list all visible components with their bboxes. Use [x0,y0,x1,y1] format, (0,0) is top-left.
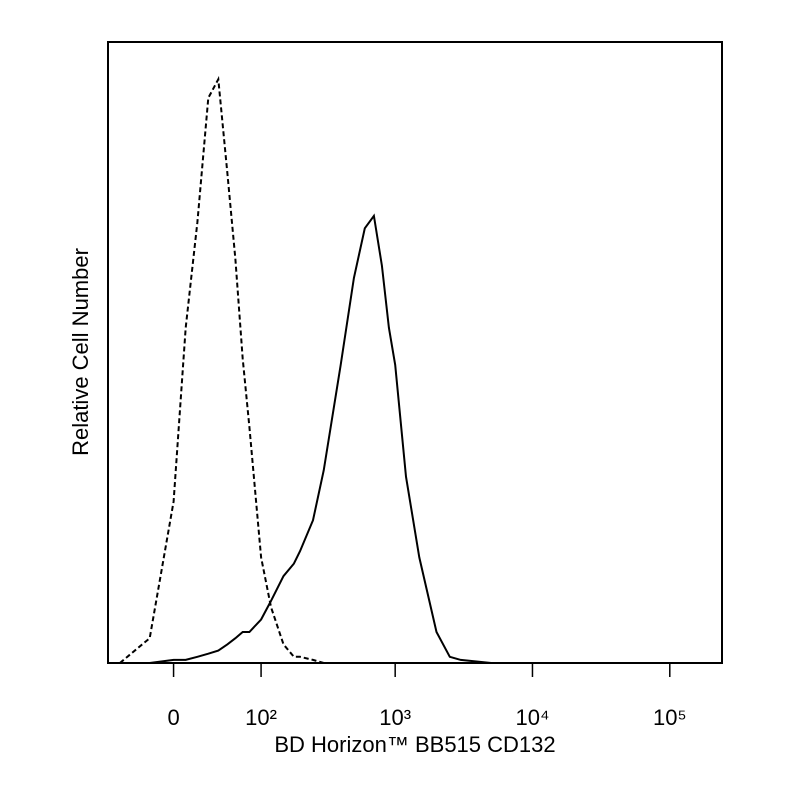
x-axis-label: BD Horizon™ BB515 CD132 [274,732,555,757]
plot-frame [107,41,723,664]
y-axis-label: Relative Cell Number [68,248,93,456]
x-tick-label: 10³ [379,705,411,730]
histogram-line [119,75,492,664]
x-tick-label: 0 [167,705,179,730]
x-tick-label: 10⁴ [515,705,549,730]
histogram-line [119,213,492,664]
x-tick-label: 10⁵ [653,705,687,730]
x-tick-label: 10² [245,705,277,730]
